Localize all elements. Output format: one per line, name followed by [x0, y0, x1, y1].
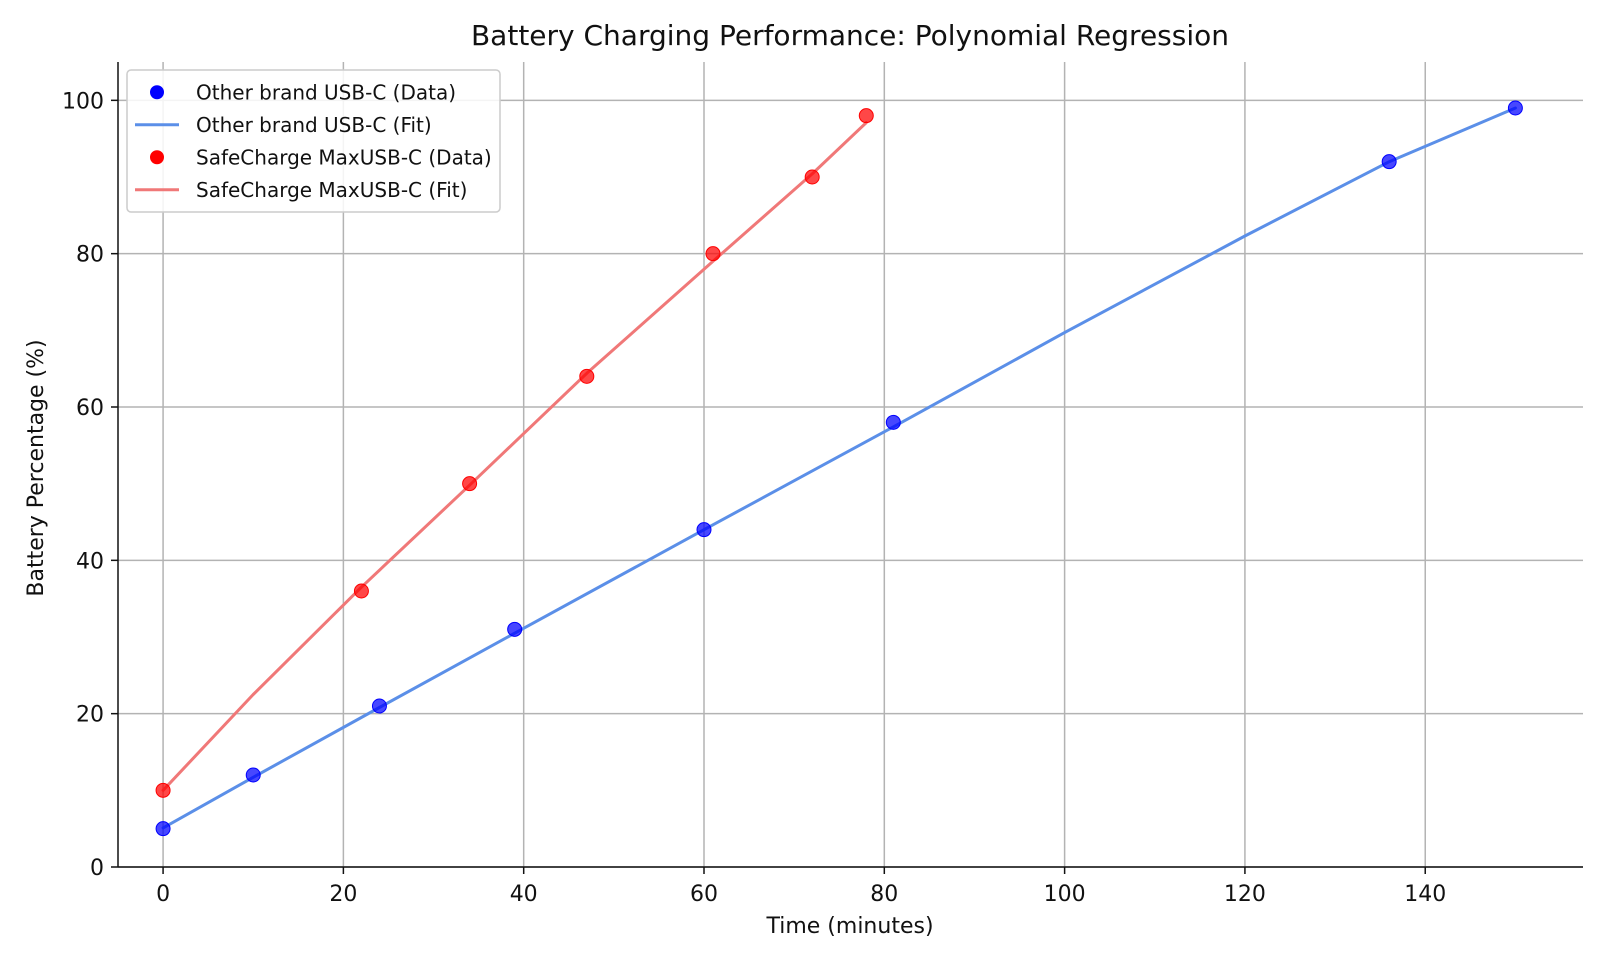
- data-point: [507, 621, 523, 637]
- y-tick-label: 60: [76, 396, 104, 421]
- legend: Other brand USB-C (Data) Other brand USB-…: [126, 69, 501, 213]
- y-tick-label: 40: [76, 549, 104, 574]
- data-point: [353, 583, 369, 599]
- data-point: [885, 414, 901, 430]
- y-tick-label: 80: [76, 243, 104, 268]
- data-point: [579, 368, 595, 384]
- legend-label: Other brand USB-C (Data): [196, 80, 456, 104]
- x-tick-label: 100: [1044, 882, 1086, 907]
- chart-title: Battery Charging Performance: Polynomial…: [471, 19, 1229, 52]
- legend-marker: [150, 150, 164, 165]
- fit-line: [161, 106, 1517, 830]
- y-tick-label: 0: [90, 856, 104, 881]
- x-axis-label: Time (minutes): [765, 914, 933, 939]
- data-point: [155, 821, 171, 837]
- x-tick-label: 120: [1224, 882, 1266, 907]
- data-point: [462, 476, 478, 492]
- y-axis-label: Battery Percentage (%): [24, 339, 49, 596]
- y-tick-label: 100: [62, 89, 104, 114]
- legend-box: [126, 69, 501, 213]
- legend-label: SafeCharge MaxUSB-C (Fit): [196, 178, 467, 202]
- fit-line: [161, 121, 868, 792]
- data-point: [705, 246, 721, 262]
- series-layer: [155, 100, 1523, 837]
- x-tick-label: 0: [156, 882, 170, 907]
- data-point: [245, 767, 261, 783]
- axes: 0 20 40 60 80 100 120 140 0 20 40 60 80 100: [62, 62, 1583, 907]
- data-point: [1507, 100, 1523, 116]
- x-tick-label: 20: [329, 882, 357, 907]
- data-point: [804, 169, 820, 185]
- legend-marker: [150, 85, 164, 100]
- x-tick-label: 60: [690, 882, 718, 907]
- data-point: [696, 522, 712, 538]
- legend-label: Other brand USB-C (Fit): [196, 113, 432, 137]
- data-point: [155, 782, 171, 798]
- x-tick-label: 40: [510, 882, 538, 907]
- y-tick-label: 20: [76, 703, 104, 728]
- data-point: [858, 108, 874, 124]
- grid: [118, 62, 1583, 868]
- x-tick-label: 80: [870, 882, 898, 907]
- data-point: [371, 698, 387, 714]
- x-tick-label: 140: [1404, 882, 1446, 907]
- data-point: [1381, 154, 1397, 170]
- legend-label: SafeCharge MaxUSB-C (Data): [196, 145, 492, 169]
